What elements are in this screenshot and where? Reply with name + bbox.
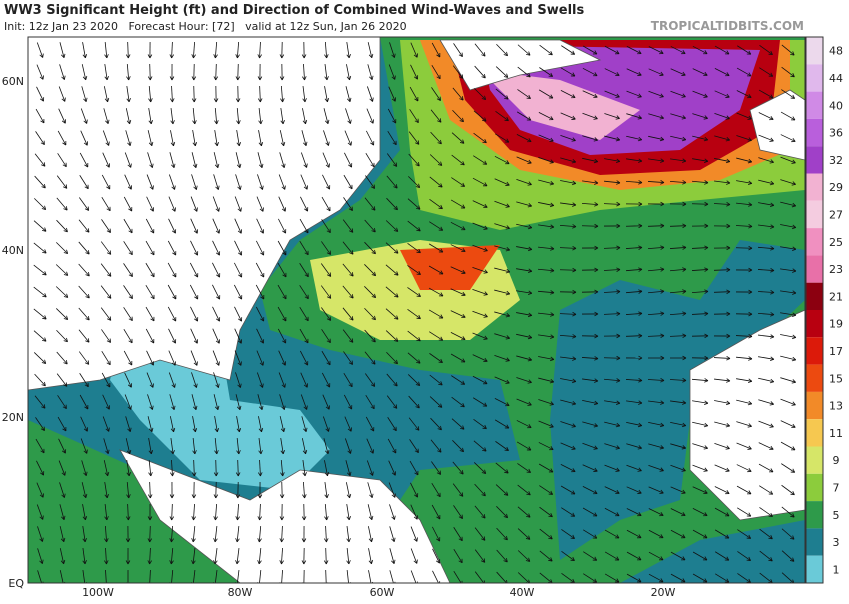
colorbar-label: 15 [829, 372, 843, 385]
colorbar-swatch [806, 64, 823, 91]
colorbar-label: 3 [833, 536, 840, 549]
colorbar-swatch [806, 447, 823, 474]
colorbar-label: 13 [829, 400, 843, 413]
colorbar-label: 36 [829, 127, 843, 140]
colorbar-label: 44 [829, 72, 843, 85]
colorbar-swatch [806, 283, 823, 310]
colorbar-label: 5 [833, 509, 840, 522]
lat-label: 60N [2, 75, 24, 88]
map [28, 37, 805, 586]
colorbar-swatch [806, 501, 823, 528]
colorbar-swatch [806, 556, 823, 583]
lat-label: EQ [8, 577, 24, 590]
colorbar-swatch [806, 92, 823, 119]
arrow [604, 358, 620, 359]
colorbar-swatch [806, 528, 823, 555]
colorbar-swatch [806, 119, 823, 146]
title: WW3 Significant Height (ft) and Directio… [4, 3, 584, 18]
lon-label: 40W [510, 586, 535, 599]
colorbar-label: 23 [829, 263, 843, 276]
colorbar-swatch [806, 255, 823, 282]
colorbar-label: 9 [833, 454, 840, 467]
colorbar-swatch [806, 310, 823, 337]
lon-label: 100W [82, 586, 114, 599]
lat-label: 20N [2, 411, 24, 424]
lon-label: 60W [370, 586, 395, 599]
lon-label: 80W [228, 586, 253, 599]
colorbar-label: 11 [829, 427, 843, 440]
arrow [692, 204, 708, 205]
colorbar-swatch [806, 201, 823, 228]
colorbar-label: 40 [829, 99, 843, 112]
colorbar-swatch [806, 365, 823, 392]
colorbar-label: 19 [829, 318, 843, 331]
colorbar-label: 7 [833, 481, 840, 494]
colorbar: 48 44 40 36 32 29 27 25 23 21 19 17 15 13 11 9 7 5 3 1 [806, 37, 843, 583]
arrow [626, 226, 642, 227]
colorbar-swatch [806, 146, 823, 173]
colorbar-label: 25 [829, 236, 843, 249]
subtitle: Init: 12z Jan 23 2020 Forecast Hour: [72… [4, 20, 407, 33]
colorbar-swatch [806, 337, 823, 364]
colorbar-swatch [806, 392, 823, 419]
colorbar-label: 29 [829, 181, 843, 194]
colorbar-label: 21 [829, 290, 843, 303]
colorbar-swatch [806, 37, 823, 64]
lon-label: 20W [651, 586, 676, 599]
brand: TROPICALTIDBITS.COM [651, 19, 804, 33]
colorbar-swatch [806, 419, 823, 446]
arrow [238, 64, 239, 80]
colorbar-label: 32 [829, 154, 843, 167]
colorbar-label: 17 [829, 345, 843, 358]
colorbar-label: 1 [833, 563, 840, 576]
colorbar-label: 27 [829, 208, 843, 221]
colorbar-swatch [806, 228, 823, 255]
colorbar-label: 48 [829, 45, 843, 58]
colorbar-swatch [806, 474, 823, 501]
arrow [238, 460, 239, 476]
arrow [150, 64, 151, 80]
colorbar-swatch [806, 174, 823, 201]
lat-label: 40N [2, 244, 24, 257]
